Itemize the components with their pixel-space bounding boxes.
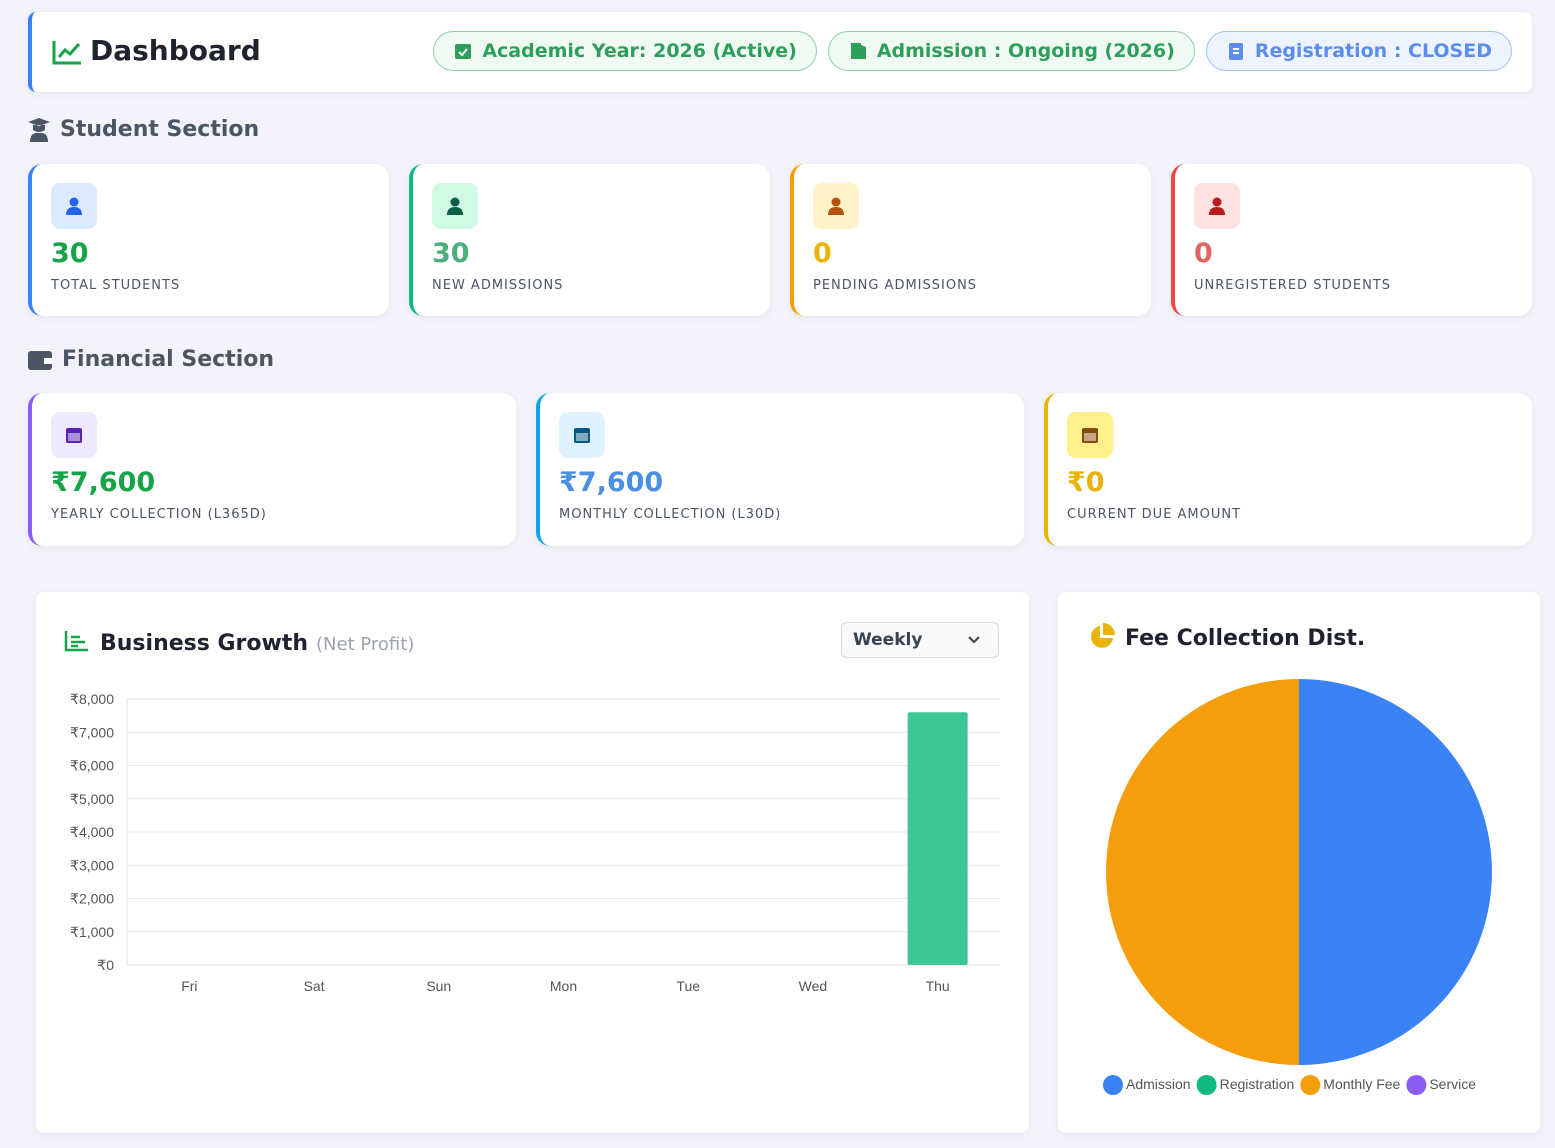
icon-box bbox=[432, 183, 478, 229]
section-title: Student Section bbox=[28, 117, 259, 142]
badge-text: Academic Year: 2026 (Active) bbox=[482, 40, 797, 62]
stat-value: 30 bbox=[51, 238, 89, 269]
pie-slice bbox=[1106, 679, 1299, 1065]
y-tick-label: ₹3,000 bbox=[70, 857, 114, 873]
section-title-text: Student Section bbox=[60, 117, 260, 142]
x-tick-label: Sun bbox=[426, 978, 451, 994]
stat-card: ₹0 CURRENT DUE AMOUNT bbox=[1044, 393, 1532, 546]
stat-card: 0 UNREGISTERED STUDENTS bbox=[1171, 164, 1532, 316]
icon bbox=[64, 631, 88, 652]
chart-title: Business Growth (Net Profit) bbox=[100, 631, 414, 656]
icon bbox=[1209, 197, 1225, 215]
legend-label: Service bbox=[1429, 1076, 1476, 1092]
icon-box bbox=[813, 183, 859, 229]
y-tick-label: ₹1,000 bbox=[70, 924, 114, 940]
legend-label: Monthly Fee bbox=[1323, 1076, 1400, 1092]
y-tick-label: ₹6,000 bbox=[70, 758, 114, 774]
legend-label: Registration bbox=[1220, 1076, 1295, 1092]
stat-label: PENDING ADMISSIONS bbox=[813, 278, 978, 293]
stat-value: 30 bbox=[432, 238, 470, 269]
stat-label: CURRENT DUE AMOUNT bbox=[1067, 507, 1242, 522]
y-tick-label: ₹5,000 bbox=[70, 791, 114, 807]
stat-card: ₹7,600 YEARLY COLLECTION (L365D) bbox=[28, 393, 516, 546]
badge-text: Registration : CLOSED bbox=[1254, 40, 1492, 62]
legend-swatch bbox=[1406, 1075, 1427, 1095]
icon bbox=[1091, 623, 1115, 648]
icon bbox=[828, 197, 844, 215]
icon-box bbox=[559, 412, 605, 458]
section-title-text: Financial Section bbox=[62, 347, 275, 372]
legend-swatch bbox=[1196, 1075, 1217, 1095]
bar bbox=[907, 712, 968, 965]
icon bbox=[574, 428, 590, 443]
stat-value: ₹0 bbox=[1067, 467, 1105, 498]
icon-box bbox=[1067, 412, 1113, 458]
x-tick-label: Wed bbox=[799, 978, 828, 994]
stat-value: 0 bbox=[1194, 238, 1213, 269]
stat-card: 30 NEW ADMISSIONS bbox=[409, 164, 770, 316]
section-title: Financial Section bbox=[28, 347, 274, 372]
period-text: Weekly bbox=[853, 630, 923, 650]
legend-swatch bbox=[1300, 1075, 1321, 1095]
stat-label: NEW ADMISSIONS bbox=[432, 278, 564, 293]
chart-title-text: Business Growth bbox=[100, 631, 308, 656]
icon bbox=[28, 350, 52, 370]
icon bbox=[447, 197, 463, 215]
icon-box bbox=[51, 183, 97, 229]
x-tick-label: Sat bbox=[304, 978, 325, 994]
stat-value: 0 bbox=[813, 238, 832, 269]
icon bbox=[455, 44, 472, 59]
x-tick-label: Thu bbox=[926, 978, 950, 994]
chart-title: Fee Collection Dist. bbox=[1125, 626, 1365, 651]
legend-swatch bbox=[1103, 1075, 1123, 1095]
icon-box bbox=[1194, 183, 1240, 229]
stat-label: MONTHLY COLLECTION (L30D) bbox=[559, 507, 782, 522]
badge: Admission : Ongoing (2026) bbox=[827, 31, 1195, 71]
icon bbox=[66, 428, 82, 443]
stat-value: ₹7,600 bbox=[559, 467, 664, 498]
pie-slice bbox=[1299, 679, 1492, 1065]
icon bbox=[52, 41, 81, 65]
badge-text: Admission : Ongoing (2026) bbox=[876, 40, 1175, 62]
icon bbox=[28, 117, 50, 142]
icon bbox=[66, 197, 82, 215]
y-tick-label: ₹0 bbox=[97, 957, 114, 973]
icon-box bbox=[51, 412, 97, 458]
stat-label: UNREGISTERED STUDENTS bbox=[1194, 278, 1392, 293]
stat-card: 30 TOTAL STUDENTS bbox=[28, 164, 389, 316]
x-tick-label: Tue bbox=[676, 978, 700, 994]
chart-card bbox=[36, 592, 1029, 1133]
badges: Academic Year: 2026 (Active) Admission : … bbox=[433, 31, 1512, 71]
chart-subtitle: (Net Profit) bbox=[316, 634, 414, 655]
x-tick-label: Mon bbox=[550, 978, 577, 994]
icon bbox=[850, 43, 866, 59]
stat-card: 0 PENDING ADMISSIONS bbox=[790, 164, 1151, 316]
icon bbox=[1228, 43, 1243, 60]
page-title: Dashboard bbox=[90, 34, 261, 67]
y-tick-label: ₹4,000 bbox=[70, 824, 114, 840]
stat-value: ₹7,600 bbox=[51, 467, 156, 498]
badge: Academic Year: 2026 (Active) bbox=[433, 31, 817, 71]
icon bbox=[1082, 428, 1098, 443]
legend-label: Admission bbox=[1126, 1076, 1191, 1092]
y-tick-label: ₹8,000 bbox=[70, 691, 114, 707]
period-select[interactable]: Weekly bbox=[841, 622, 999, 658]
badge: Registration : CLOSED bbox=[1205, 31, 1512, 71]
y-tick-label: ₹7,000 bbox=[70, 724, 114, 740]
stat-card: ₹7,600 MONTHLY COLLECTION (L30D) bbox=[536, 393, 1024, 546]
x-tick-label: Fri bbox=[181, 978, 197, 994]
y-tick-label: ₹2,000 bbox=[70, 891, 114, 907]
stat-label: TOTAL STUDENTS bbox=[51, 278, 181, 293]
stat-label: YEARLY COLLECTION (L365D) bbox=[51, 507, 267, 522]
chevron bbox=[968, 636, 980, 644]
header: Dashboard Academic Year: 2026 (Active) Ad… bbox=[28, 12, 1532, 92]
